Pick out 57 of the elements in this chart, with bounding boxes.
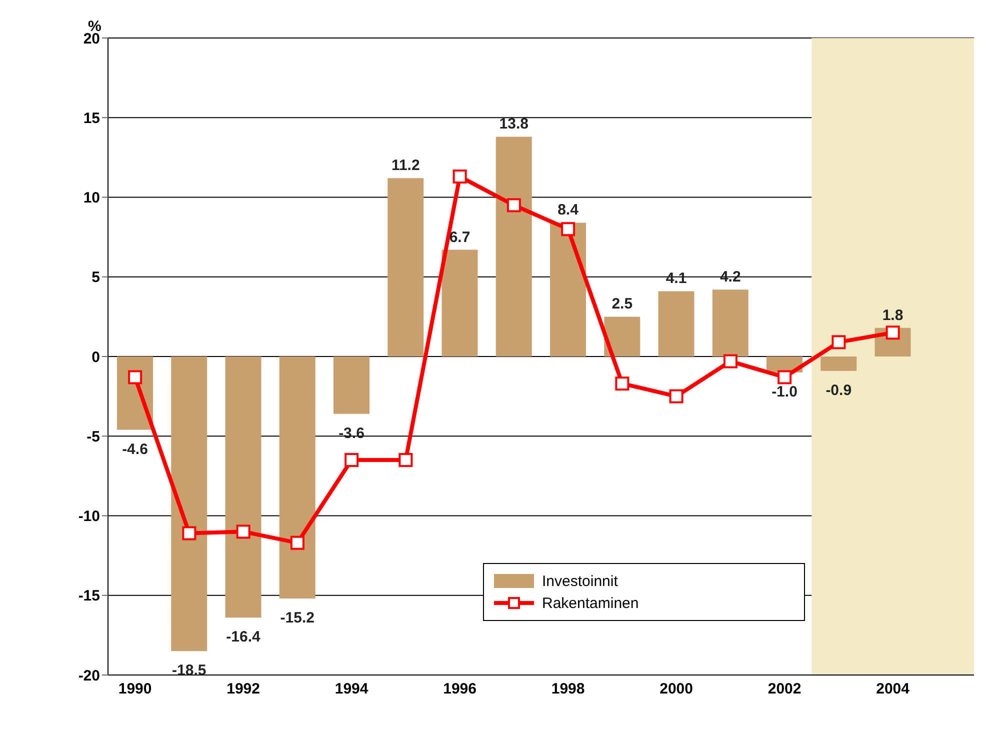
bar xyxy=(496,136,532,356)
y-tick-label: 0 xyxy=(92,348,100,366)
bar xyxy=(820,356,857,371)
bar xyxy=(604,316,640,356)
point xyxy=(452,170,467,184)
data-label: 13.8 xyxy=(499,116,528,133)
point xyxy=(723,354,738,368)
data-label: 1.8 xyxy=(882,306,904,324)
point xyxy=(506,198,521,212)
point xyxy=(669,389,684,404)
data-label: -15.2 xyxy=(280,610,314,627)
data-label: -0.9 xyxy=(826,382,852,399)
bar xyxy=(712,290,748,356)
point xyxy=(778,370,792,384)
bar xyxy=(279,356,316,599)
bar xyxy=(171,356,208,652)
data-label: -16.4 xyxy=(226,628,261,646)
y-tick-label: 10 xyxy=(83,190,100,207)
x-tick-label: 1992 xyxy=(226,680,260,698)
point xyxy=(128,370,142,384)
point xyxy=(236,524,250,539)
x-tick-label: 2004 xyxy=(876,680,910,698)
data-label: -1.0 xyxy=(772,383,798,400)
x-tick-label: 2000 xyxy=(660,680,693,698)
x-tick-label: 2002 xyxy=(768,680,802,698)
y-tick-label: 15 xyxy=(83,110,100,127)
x-tick-label: 1994 xyxy=(334,680,369,698)
bar xyxy=(550,222,586,356)
legend-label: Rakentaminen xyxy=(542,594,639,612)
point xyxy=(615,376,630,391)
y-tick-label: 5 xyxy=(92,269,100,286)
point xyxy=(344,453,359,468)
bar xyxy=(442,250,478,356)
data-label: 8.4 xyxy=(558,202,580,219)
y-tick-label: -15 xyxy=(78,588,100,605)
data-label: -4.6 xyxy=(122,440,148,458)
y-tick-label: -5 xyxy=(86,428,100,446)
point xyxy=(886,326,900,340)
point xyxy=(561,222,576,236)
point xyxy=(182,526,196,540)
y-tick-label: -10 xyxy=(78,508,100,526)
y-tick-label: 20 xyxy=(83,30,100,48)
x-tick-label: 1990 xyxy=(118,680,152,698)
point xyxy=(290,536,304,550)
bar xyxy=(225,356,262,618)
bar xyxy=(658,291,694,356)
point xyxy=(398,453,413,468)
point xyxy=(832,335,846,350)
data-label: 6.7 xyxy=(449,228,470,246)
bar xyxy=(334,356,370,414)
y-tick-label: -20 xyxy=(78,667,100,684)
legend-label: Investoinnit xyxy=(542,572,618,590)
x-tick-label: 1998 xyxy=(551,680,585,698)
x-tick-label: 1996 xyxy=(443,680,476,698)
data-label: 2.5 xyxy=(612,296,633,313)
bar xyxy=(388,178,424,356)
data-label: 11.2 xyxy=(391,157,420,174)
